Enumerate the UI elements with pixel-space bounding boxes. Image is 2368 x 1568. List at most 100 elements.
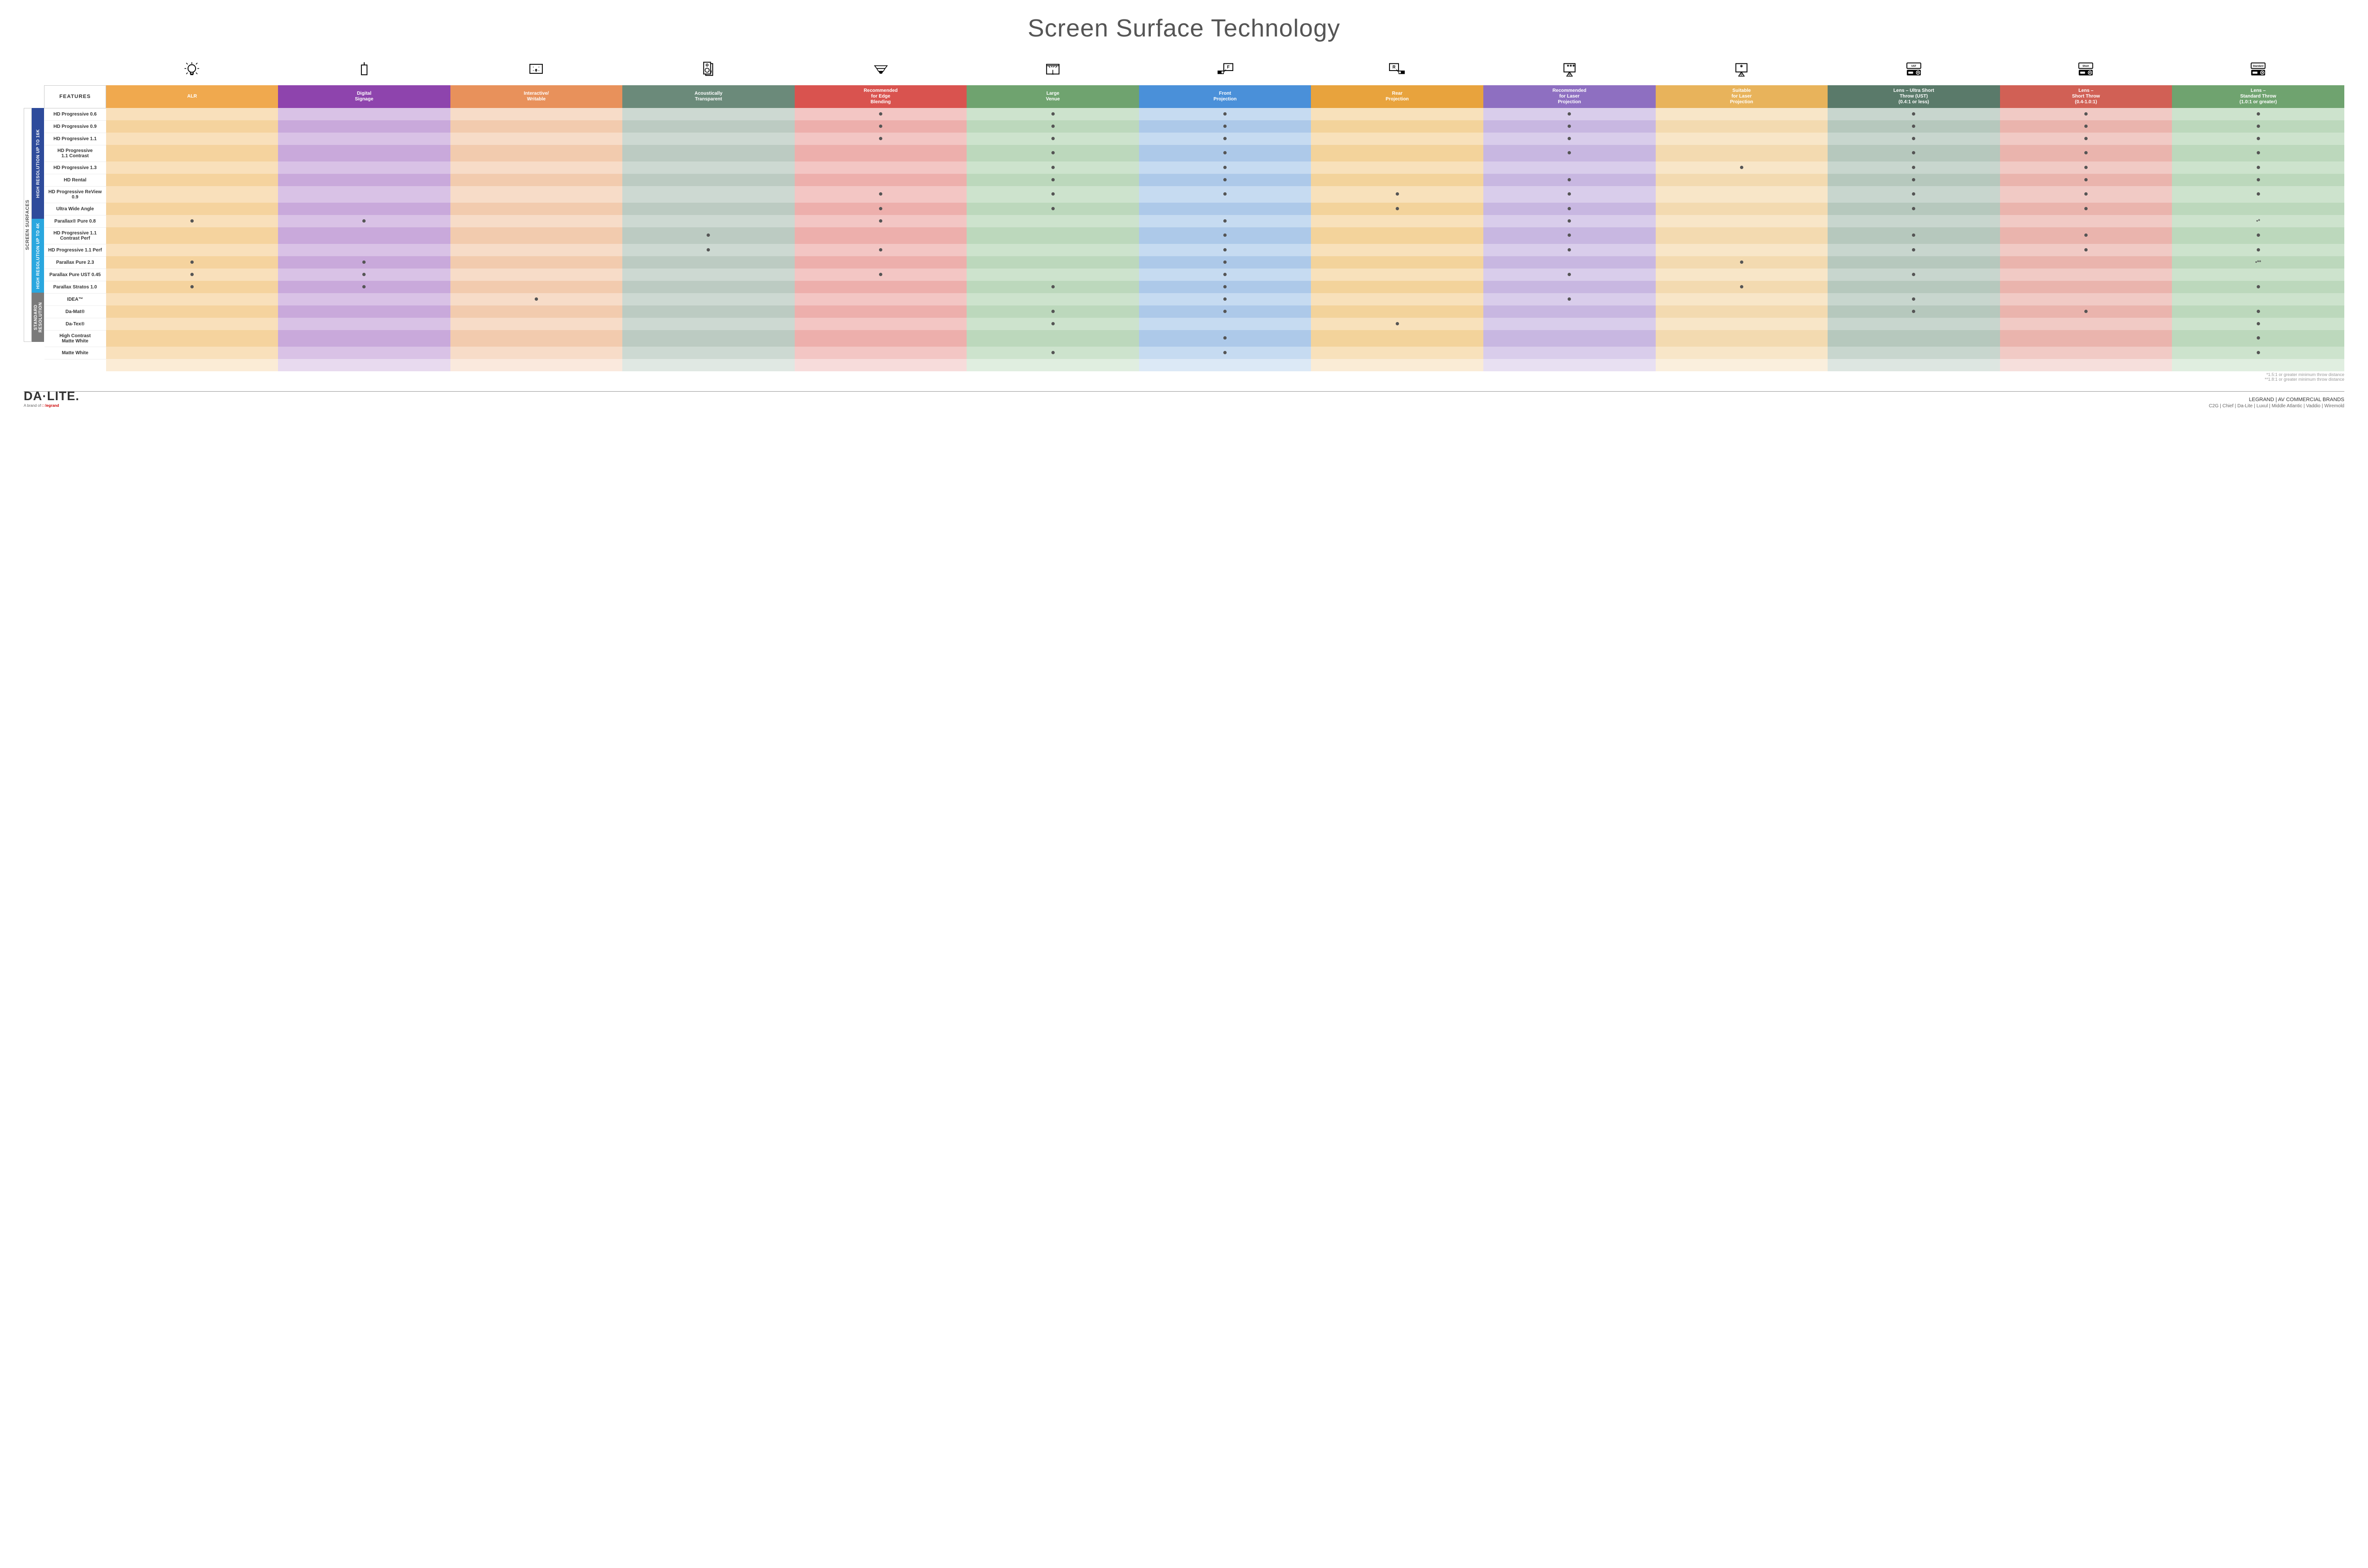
cell	[450, 227, 623, 244]
cell	[2000, 347, 2172, 359]
cell	[278, 305, 450, 318]
cell	[1828, 215, 2000, 227]
row-label: Parallax Stratos 1.0	[45, 281, 106, 293]
table-row: Parallax Pure UST 0.45	[45, 269, 2345, 281]
cell	[278, 347, 450, 359]
feature-dot	[1568, 248, 1571, 251]
cell	[1483, 203, 1656, 215]
cell	[1483, 120, 1656, 133]
cell	[1483, 108, 1656, 120]
column-header-suit_laser: Suitablefor LaserProjection	[1656, 85, 1828, 108]
feature-dot	[2257, 336, 2260, 340]
cell	[106, 203, 278, 215]
svg-text:UST: UST	[1911, 65, 1917, 68]
feature-dot	[1051, 178, 1055, 181]
feature-dot	[1568, 297, 1571, 301]
cell	[278, 186, 450, 203]
cell	[1139, 244, 1311, 256]
cell	[278, 244, 450, 256]
cell	[2000, 215, 2172, 227]
cell	[1139, 174, 1311, 186]
table-row: Ultra Wide Angle	[45, 203, 2345, 215]
feature-dot	[1912, 310, 1915, 313]
feature-dot	[1396, 322, 1399, 325]
svg-text:✱: ✱	[1570, 64, 1572, 68]
cell	[450, 120, 623, 133]
cell	[2172, 203, 2344, 215]
row-label: Da-Mat®	[45, 305, 106, 318]
cell	[1311, 203, 1483, 215]
cell	[1483, 330, 1656, 347]
cell	[1139, 227, 1311, 244]
cell	[1139, 269, 1311, 281]
cell	[450, 174, 623, 186]
cell	[622, 293, 795, 305]
cell	[2172, 145, 2344, 161]
cell	[2172, 305, 2344, 318]
row-label: Da-Tex®	[45, 318, 106, 330]
cell	[1828, 347, 2000, 359]
page-title: Screen Surface Technology	[24, 14, 2344, 43]
cell	[967, 145, 1139, 161]
table-row: HD Progressive 0.6	[45, 108, 2345, 120]
cell	[2000, 186, 2172, 203]
cell	[795, 347, 967, 359]
cell	[1311, 347, 1483, 359]
cell	[106, 293, 278, 305]
cell	[1139, 161, 1311, 174]
cell	[1828, 133, 2000, 145]
cell	[450, 305, 623, 318]
feature-dot	[1223, 137, 1227, 140]
column-header-acoustic: AcousticallyTransparent	[622, 85, 795, 108]
column-icon-std: Standard	[2172, 57, 2344, 85]
feature-dot	[1912, 137, 1915, 140]
cell	[278, 281, 450, 293]
cell	[1483, 347, 1656, 359]
cell	[967, 256, 1139, 269]
feature-dot	[2257, 112, 2260, 116]
cell	[2000, 256, 2172, 269]
cell	[795, 186, 967, 203]
cell	[1656, 186, 1828, 203]
cell	[1139, 318, 1311, 330]
feature-dot	[1912, 192, 1915, 196]
logo-subtitle: A brand of □ legrand	[24, 403, 80, 408]
features-header: FEATURES	[45, 85, 106, 108]
cell	[1828, 161, 2000, 174]
cell	[2000, 269, 2172, 281]
cell	[278, 133, 450, 145]
svg-text:Standard: Standard	[2253, 65, 2263, 68]
cell	[278, 269, 450, 281]
cell	[1483, 244, 1656, 256]
cell	[1311, 318, 1483, 330]
cell	[278, 174, 450, 186]
cell	[2000, 174, 2172, 186]
feature-dot	[1051, 151, 1055, 154]
feature-dot	[1568, 137, 1571, 140]
row-label: Matte White	[45, 347, 106, 359]
cell	[1483, 215, 1656, 227]
feature-dot	[1223, 285, 1227, 288]
cell	[106, 215, 278, 227]
cell	[2000, 145, 2172, 161]
feature-dot	[879, 112, 882, 116]
column-header-rear: RearProjection	[1311, 85, 1483, 108]
feature-dot	[535, 297, 538, 301]
cell	[622, 318, 795, 330]
feature-dot	[1912, 248, 1915, 251]
cell	[1483, 227, 1656, 244]
cell	[1483, 186, 1656, 203]
cell	[1311, 161, 1483, 174]
feature-dot	[190, 285, 194, 288]
cell	[1656, 203, 1828, 215]
cell	[622, 244, 795, 256]
feature-dot	[1740, 166, 1743, 169]
cell	[1828, 244, 2000, 256]
cell	[1139, 281, 1311, 293]
column-header-front: FrontProjection	[1139, 85, 1311, 108]
cell	[1139, 108, 1311, 120]
row-label: HD Progressive ReView 0.9	[45, 186, 106, 203]
footnote: **1.8:1 or greater minimum throw distanc…	[44, 377, 2344, 382]
feature-dot	[2257, 322, 2260, 325]
cell: •*	[2172, 215, 2344, 227]
